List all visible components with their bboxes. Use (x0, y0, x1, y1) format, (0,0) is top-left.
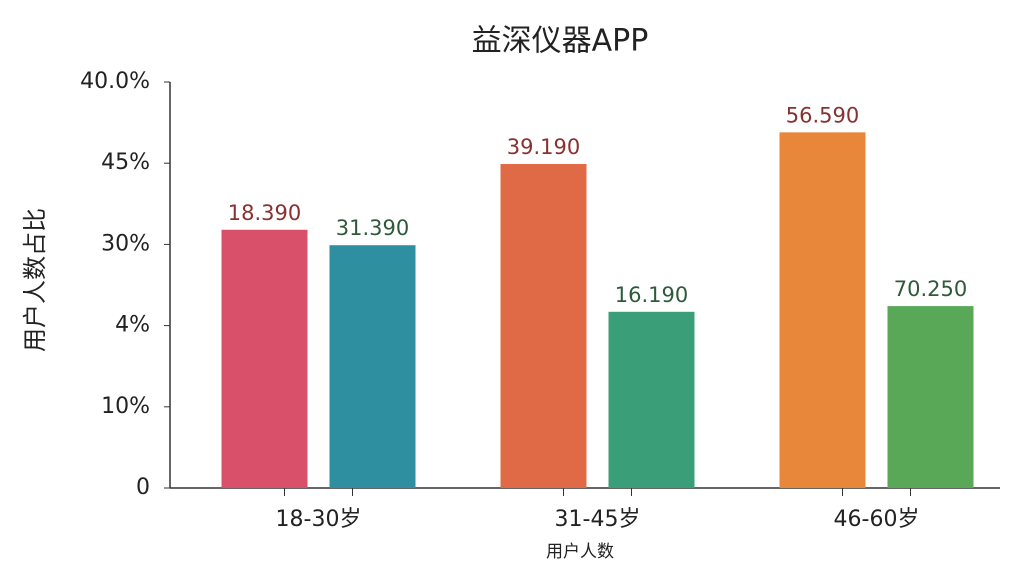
data-label: 70.250 (894, 277, 967, 301)
y-tick-label: 30% (101, 231, 150, 256)
x-tick-label: 31-45岁 (555, 507, 641, 532)
bar (887, 306, 974, 488)
data-label: 39.190 (507, 135, 580, 159)
data-label: 31.390 (336, 216, 409, 240)
y-tick-label: 10% (101, 394, 150, 419)
x-tick-label: 46-60岁 (834, 507, 920, 532)
bar (329, 245, 416, 488)
bar (608, 311, 695, 488)
x-axis-label: 用户人数 (546, 542, 614, 562)
data-label: 18.390 (228, 201, 301, 225)
bar (221, 229, 308, 488)
y-tick-label: 40.0% (80, 69, 150, 94)
data-label: 16.190 (615, 283, 688, 307)
y-tick-label: 45% (101, 150, 150, 175)
chart-title: 益深仪器APP (472, 24, 649, 59)
data-label: 56.590 (786, 103, 859, 127)
bar (500, 164, 587, 488)
y-tick-label: 4% (115, 313, 150, 338)
y-axis-label: 用户人数占比 (21, 208, 49, 352)
y-tick-label: 0 (136, 475, 150, 500)
x-tick-label: 18-30岁 (276, 507, 362, 532)
bar (779, 132, 866, 488)
